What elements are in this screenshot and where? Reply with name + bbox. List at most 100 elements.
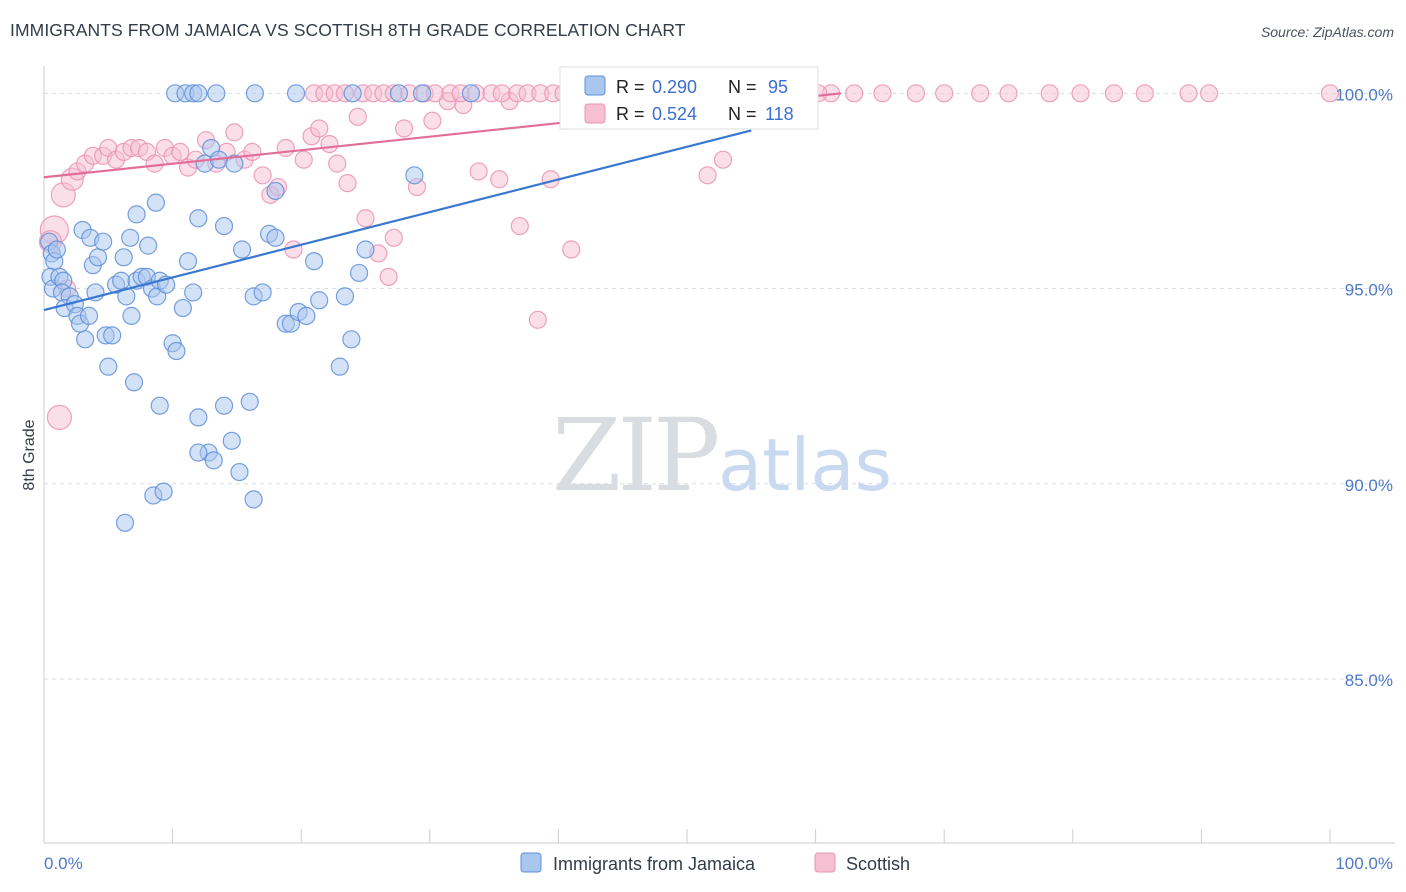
watermark-atlas: atlas	[718, 423, 892, 507]
jamaica-point-60	[304, 252, 324, 271]
scottish-point-73	[971, 84, 990, 103]
jamaica-point-44	[184, 283, 203, 302]
jamaica-point-4	[47, 240, 66, 259]
axes	[43, 66, 1395, 844]
jamaica-point-70	[189, 408, 208, 427]
jamaica-point-14	[76, 330, 95, 349]
stats-legend: R = 0.290 N = 95 R = 0.524 N = 118	[559, 66, 819, 130]
y-tick-labels: 100.0% 95.0% 90.0% 85.0%	[1335, 85, 1393, 690]
source-note: Source: ZipAtlas.com	[1260, 24, 1394, 40]
scottish-point-74	[999, 84, 1018, 103]
y-tick-label-0: 100.0%	[1335, 85, 1393, 104]
scottish-point-16	[145, 154, 164, 173]
jamaica-point-42	[173, 298, 192, 318]
scottish-point-36	[320, 134, 339, 154]
scottish-point-19	[171, 142, 190, 161]
jamaica-point-59	[297, 306, 316, 325]
watermark-zip: ZIP	[552, 397, 717, 514]
legend-swatch-blue	[584, 75, 606, 96]
scottish-point-77	[1104, 84, 1124, 103]
legend-r-value-blue: 0.290	[652, 77, 697, 97]
jamaica-point-77	[230, 462, 249, 482]
legend-n-label-blue: N =	[728, 77, 757, 97]
jamaica-point-62	[330, 357, 349, 376]
legend-r-label-pink: R =	[616, 104, 645, 124]
series-legend: Immigrants from Jamaica Scottish	[520, 852, 910, 874]
scottish-point-42	[379, 267, 398, 286]
jamaica-point-51	[232, 240, 252, 259]
scottish-point-72	[935, 84, 954, 103]
jamaica-point-78	[244, 490, 263, 509]
chart-title: IMMIGRANTS FROM JAMAICA VS SCOTTISH 8TH …	[10, 20, 686, 40]
scottish-point-35	[310, 119, 329, 138]
jamaica-point-34	[121, 228, 140, 247]
legend-n-value-blue: 95	[768, 77, 788, 97]
jamaica-point-26	[117, 287, 136, 306]
jamaica-point-69	[150, 396, 169, 415]
scottish-point-43	[384, 228, 403, 247]
y-tick-label-1: 95.0%	[1345, 281, 1393, 300]
legend-label-scottish: Scottish	[846, 854, 910, 874]
legend-n-value-pink: 118	[765, 104, 794, 124]
scottish-point-52	[510, 216, 529, 236]
scottish-point-76	[1071, 84, 1090, 103]
legend-r-value-pink: 0.524	[652, 104, 697, 124]
jamaica-point-75	[189, 443, 208, 462]
jamaica-point-37	[146, 193, 165, 212]
jamaica-point-53	[253, 283, 272, 302]
scottish-point-97	[492, 84, 511, 103]
scottish-point-50	[490, 170, 509, 189]
jamaica-point-67	[99, 357, 118, 376]
jamaica-point-81	[115, 513, 135, 532]
x-tick-labels: 0.0% 100.0%	[44, 854, 1393, 873]
jamaica-point-27	[122, 306, 141, 325]
legend-r-label-blue: R =	[616, 77, 645, 97]
scottish-point-2	[46, 404, 73, 431]
scottish-point-81	[1320, 84, 1340, 103]
scottish-point-39	[348, 107, 367, 126]
legend-swatch-pink	[584, 103, 606, 124]
jamaica-point-33	[114, 248, 133, 267]
jamaica-trend-line	[43, 129, 752, 312]
jamaica-point-74	[204, 451, 223, 470]
jamaica-point-23	[103, 326, 122, 345]
scottish-point-49	[469, 162, 488, 181]
scottish-point-46	[423, 111, 442, 130]
scottish-point-70	[873, 84, 892, 103]
scottish-point-71	[906, 84, 926, 103]
jamaica-point-35	[127, 205, 146, 224]
jamaica-point-25	[112, 271, 131, 290]
jamaica-point-49	[214, 216, 234, 236]
scottish-point-53	[528, 310, 547, 329]
legend-swatch-jamaica	[520, 852, 542, 873]
legend-swatch-scottish	[814, 852, 836, 873]
jamaica-point-86	[207, 84, 226, 103]
scottish-point-38	[338, 174, 357, 193]
grid	[44, 92, 1395, 680]
jamaica-point-15	[79, 306, 99, 325]
jamaica-point-61	[310, 291, 329, 310]
jamaica-point-45	[189, 209, 208, 228]
jamaica-point-64	[342, 330, 361, 349]
x-tick-label-0: 0.0%	[44, 854, 83, 873]
legend-label-jamaica: Immigrants from Jamaica	[553, 854, 756, 874]
jamaica-point-87	[245, 84, 265, 103]
scottish-point-40	[356, 209, 375, 228]
scottish-point-69	[845, 84, 864, 103]
jamaica-point-50	[225, 154, 244, 173]
jamaica-point-65	[349, 263, 369, 283]
legend-n-label-pink: N =	[728, 104, 757, 124]
jamaica-point-76	[222, 431, 241, 450]
scottish-point-27	[243, 142, 262, 161]
scottish-point-79	[1179, 84, 1198, 103]
jamaica-point-66	[356, 240, 375, 259]
x-tick-label-1: 100.0%	[1335, 854, 1393, 873]
jamaica-point-80	[154, 482, 173, 501]
jamaica-point-94	[405, 166, 424, 185]
scottish-point-78	[1135, 84, 1154, 103]
scottish-point-25	[225, 123, 244, 142]
y-tick-label-3: 85.0%	[1345, 671, 1393, 690]
jamaica-point-63	[335, 287, 355, 306]
jamaica-point-36	[139, 236, 158, 255]
